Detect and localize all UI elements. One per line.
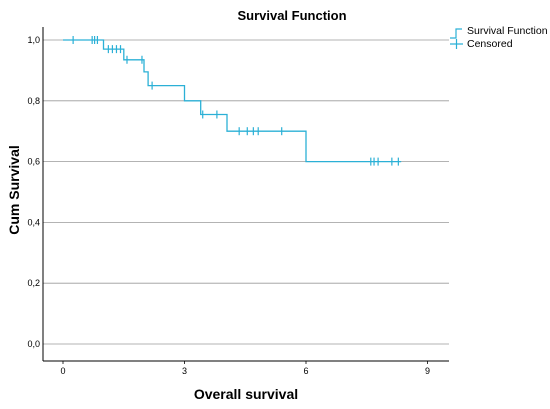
tick-labels: 0,0 0,2 0,4 0,6 0,8 1,0 0 3 6 9: [27, 35, 430, 376]
x-tick-label: 0: [60, 366, 65, 376]
legend-label-censored: Censored: [467, 38, 513, 50]
legend: Survival Function Censored: [450, 25, 548, 50]
legend-step-swatch: [450, 28, 462, 39]
legend-item-survival-function: Survival Function: [450, 25, 548, 39]
legend-label-survival-function: Survival Function: [467, 25, 548, 37]
y-axis-title: Cum Survival: [6, 145, 22, 234]
legend-censor-swatch: [450, 39, 463, 49]
y-tick-label: 0,0: [27, 339, 40, 349]
chart-title: Survival Function: [237, 8, 346, 23]
y-tick-label: 0,2: [27, 278, 40, 288]
y-tick-label: 1,0: [27, 35, 40, 45]
gridlines: [43, 39, 449, 345]
y-tick-label: 0,8: [27, 96, 40, 106]
x-axis-title: Overall survival: [194, 386, 298, 402]
series-layer: [63, 36, 402, 166]
x-tick-label: 3: [182, 366, 187, 376]
y-tick-label: 0,4: [27, 217, 40, 227]
legend-item-censored: Censored: [450, 38, 513, 50]
x-tick-label: 9: [425, 366, 430, 376]
x-tick-label: 6: [303, 366, 308, 376]
y-tick-label: 0,6: [27, 157, 40, 167]
axes: [42, 27, 449, 364]
